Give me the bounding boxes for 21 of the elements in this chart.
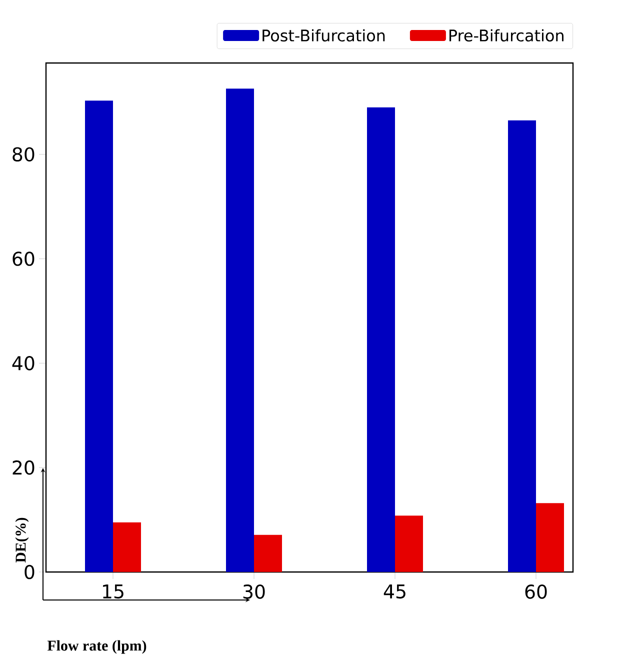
bar — [367, 107, 395, 572]
y-axis-title: DE(%) — [15, 518, 29, 563]
bar — [113, 522, 142, 572]
x-tick-label: 45 — [384, 584, 406, 599]
y-tick-label: 20 — [12, 460, 34, 475]
y-tick-label: 40 — [12, 356, 34, 370]
x-tick-label: 30 — [243, 584, 265, 599]
bar — [85, 100, 113, 572]
y-tick-label: 60 — [12, 252, 34, 266]
y-tick-label: 0 — [24, 564, 34, 580]
legend-label: Pre-Bifurcation — [449, 29, 564, 42]
bar — [226, 88, 254, 572]
legend-label: Post-Bifurcation — [262, 29, 385, 42]
x-tick-label: 60 — [525, 584, 547, 599]
bar — [536, 503, 564, 572]
bar — [395, 516, 423, 572]
x-tick-label: 15 — [103, 584, 124, 599]
x-axis-title: Flow rate (lpm) — [47, 640, 146, 654]
y-tick-label: 80 — [12, 147, 34, 162]
bar — [508, 120, 536, 572]
bar — [254, 534, 282, 572]
